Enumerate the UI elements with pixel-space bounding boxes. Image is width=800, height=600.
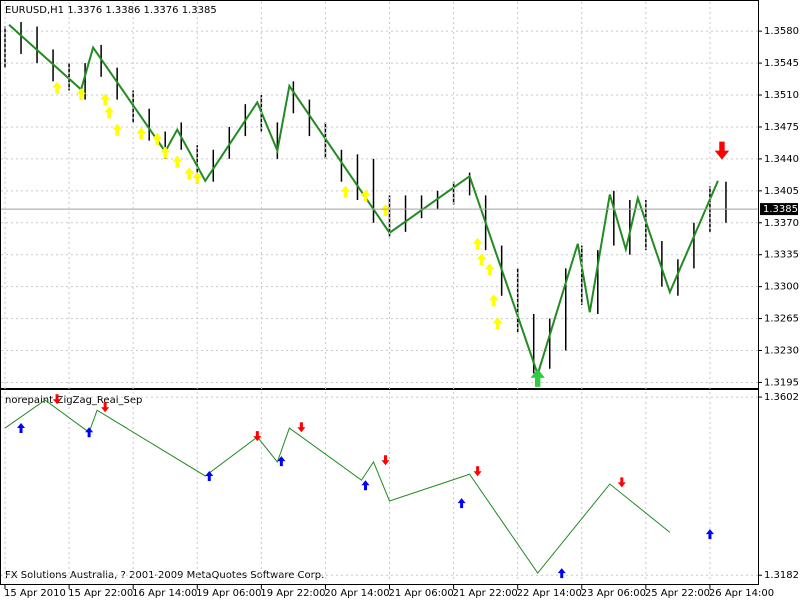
signal-arrow (152, 132, 163, 145)
signal-arrow (101, 402, 110, 413)
signal-arrow (76, 88, 86, 101)
signal-arrow (277, 456, 286, 467)
signal-arrow (340, 185, 351, 198)
signal-arrow (714, 141, 730, 160)
x-tick-label: 16 Apr 14:00 (132, 588, 197, 599)
signal-arrow (380, 203, 391, 216)
y-tick-label: 1.3182 (764, 570, 799, 581)
signal-arrow (473, 466, 482, 477)
signal-arrow (100, 93, 110, 106)
x-tick-label: 19 Apr 06:00 (196, 588, 261, 599)
last-price-box (760, 203, 798, 216)
x-tick-label: 26 Apr 14:00 (709, 588, 774, 599)
y-tick-label: 1.3405 (764, 186, 799, 197)
signal-arrow (52, 81, 62, 94)
indicator-pane-frame (0, 389, 759, 585)
signal-arrow (104, 106, 114, 119)
signal-arrow (381, 455, 390, 466)
y-tick-label: 1.3265 (764, 314, 799, 325)
zigzag-line (4, 399, 671, 574)
x-tick-label: 19 Apr 22:00 (260, 588, 325, 599)
y-tick-label: 1.3510 (764, 90, 799, 101)
signal-arrow (136, 127, 146, 140)
signal-arrow (360, 189, 371, 202)
signal-arrow (472, 237, 483, 250)
x-tick-label: 21 Apr 06:00 (389, 588, 454, 599)
last-price-label: 1.3385 (763, 204, 798, 215)
signal-arrow (476, 253, 487, 266)
x-tick-label: 22 Apr 14:00 (517, 588, 582, 599)
signal-arrow (112, 123, 122, 136)
y-tick-label: 1.3545 (764, 58, 799, 69)
signal-arrow (297, 422, 306, 433)
y-tick-label: 1.3475 (764, 122, 799, 133)
signal-arrow (557, 568, 566, 579)
footer: FX Solutions Australia, ? 2001-2009 Meta… (5, 570, 324, 581)
y-tick-label: 1.3300 (764, 282, 799, 293)
signal-arrow (488, 294, 499, 307)
signal-arrow (253, 431, 262, 442)
y-tick-label: 1.3602 (764, 392, 799, 403)
signal-arrow (492, 317, 503, 330)
indicator-title: norepaint-ZigZag_Real_Sep (5, 395, 142, 406)
signal-arrow (484, 263, 495, 276)
signal-arrow (184, 167, 195, 180)
y-tick-label: 1.3335 (764, 250, 799, 261)
x-tick-label: 23 Apr 06:00 (581, 588, 646, 599)
y-tick-label: 1.3195 (764, 377, 799, 388)
x-tick-label: 25 Apr 22:00 (645, 588, 710, 599)
signal-arrow (530, 368, 545, 387)
y-tick-label: 1.3230 (764, 346, 799, 357)
signal-arrow (172, 155, 183, 168)
x-tick-label: 15 Apr 22:00 (68, 588, 133, 599)
signal-arrow (53, 394, 62, 405)
signal-arrow (457, 498, 466, 509)
y-tick-label: 1.3580 (764, 26, 799, 37)
x-tick-label: 20 Apr 14:00 (324, 588, 389, 599)
signal-arrow (85, 427, 94, 438)
signal-arrow (205, 470, 214, 481)
x-tick-label: 15 Apr 2010 (4, 588, 66, 599)
price-pane-frame (0, 0, 759, 389)
signal-arrow (361, 480, 370, 491)
x-tick-label: 21 Apr 22:00 (453, 588, 518, 599)
y-tick-label: 1.3370 (764, 218, 799, 229)
price-title: EURUSD,H1 1.3376 1.3386 1.3376 1.3385 (5, 5, 217, 16)
signal-arrow (705, 529, 714, 540)
signal-arrow (17, 423, 26, 434)
signal-arrow (160, 146, 171, 159)
signal-arrow (617, 477, 626, 488)
y-tick-label: 1.3440 (764, 154, 799, 165)
